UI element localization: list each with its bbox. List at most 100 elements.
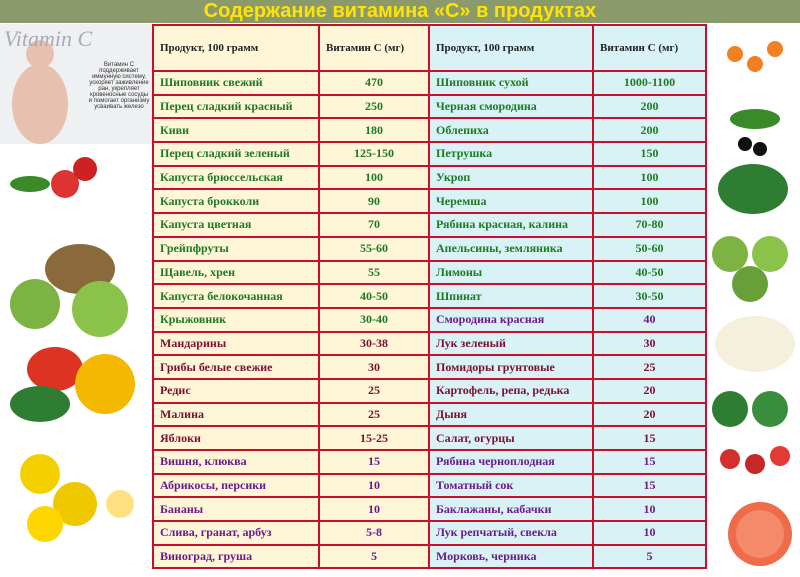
product-name: Редис (152, 377, 320, 404)
table-row: Грейпфруты 55-60 Апельсины, земляника 50-60 (152, 235, 707, 262)
vitamin-value: 40-50 (592, 259, 707, 286)
product-name: Грибы белые свежие (152, 354, 320, 380)
column-header: Витамин С (мг) (318, 24, 430, 72)
vitamin-value: 10 (318, 472, 430, 499)
table-row: Редис 25 Картофель, репа, редька 20 (152, 377, 707, 404)
table-row: Капуста белокочанная 40-50 Шпинат 30-50 (152, 283, 707, 309)
product-name: Капуста белокочанная (152, 283, 320, 309)
product-name: Помидоры грунтовые (428, 354, 594, 380)
vitamin-value: 30-40 (318, 306, 430, 333)
table-row: Бананы 10 Баклажаны, кабачки 10 (152, 496, 707, 523)
vitamin-value: 90 (318, 188, 430, 215)
vitamin-value: 10 (592, 496, 707, 523)
product-name: Яблоки (152, 425, 320, 451)
vitamin-value: 30 (318, 354, 430, 380)
vitamin-value: 15 (592, 449, 707, 475)
table-row: Виноград, груша 5 Морковь, черника 5 (152, 543, 707, 570)
table-row: Абрикосы, персики 10 Томатный сок 15 (152, 472, 707, 499)
vitamin-value: 100 (592, 188, 707, 215)
vitamin-value: 150 (592, 141, 707, 167)
logo: Vitamin C (4, 26, 93, 51)
product-name: Капуста брокколи (152, 188, 320, 215)
product-name: Вишня, клюква (152, 449, 320, 475)
vitamin-value: 125-150 (318, 141, 430, 167)
product-name: Черная смородина (428, 93, 594, 120)
product-name: Апельсины, земляника (428, 235, 594, 262)
vitamin-value: 40-50 (318, 283, 430, 309)
vitamin-value: 30-38 (318, 330, 430, 357)
vitamin-value: 200 (592, 117, 707, 144)
vitamin-value: 15 (318, 449, 430, 475)
vitamin-value: 470 (318, 70, 430, 96)
column-header: Продукт, 100 грамм (428, 24, 594, 72)
vitamin-value: 70-80 (592, 212, 707, 238)
product-name: Лимоны (428, 259, 594, 286)
product-name: Шиповник сухой (428, 70, 594, 96)
table-row: Капуста цветная 70 Рябина красная, калина 7… (152, 212, 707, 238)
product-name: Картофель, репа, редька (428, 377, 594, 404)
vitamin-value: 15-25 (318, 425, 430, 451)
column-header: Витамин С (мг) (592, 24, 707, 72)
table-row: Шиповник свежий 470 Шиповник сухой 1000-110… (152, 70, 707, 96)
product-name: Перец сладкий зеленый (152, 141, 320, 167)
product-name: Салат, огурцы (428, 425, 594, 451)
vitamin-value: 30 (592, 330, 707, 357)
vitamin-value: 50-60 (592, 235, 707, 262)
vitamin-value: 20 (592, 401, 707, 428)
table-row: Слива, гранат, арбуз 5-8 Лук репчатый, све… (152, 520, 707, 546)
table-row: Яблоки 15-25 Салат, огурцы 15 (152, 425, 707, 451)
vitamin-value: 1000-1100 (592, 70, 707, 96)
product-name: Лук зеленый (428, 330, 594, 357)
product-name: Капуста брюссельская (152, 164, 320, 191)
vitamin-value: 200 (592, 93, 707, 120)
product-name: Рябина красная, калина (428, 212, 594, 238)
vitamin-value: 250 (318, 93, 430, 120)
product-name: Рябина черноплодная (428, 449, 594, 475)
product-name: Лук репчатый, свекла (428, 520, 594, 546)
vitamin-value: 40 (592, 306, 707, 333)
vitamin-table: Продукт, 100 грамм Витамин С (мг) Продук… (152, 24, 707, 570)
header-row: Продукт, 100 грамм Витамин С (мг) Продук… (152, 24, 707, 72)
product-name: Щавель, хрен (152, 259, 320, 286)
product-name: Укроп (428, 164, 594, 191)
side-note: Витамин С поддерживает иммунную систему,… (88, 62, 150, 110)
product-name: Виноград, груша (152, 543, 320, 570)
vitamin-value: 5 (592, 543, 707, 570)
vitamin-value: 25 (318, 401, 430, 428)
vitamin-value: 25 (592, 354, 707, 380)
table-row: Перец сладкий красный 250 Черная смородина… (152, 93, 707, 120)
table-row: Крыжовник 30-40 Смородина красная 40 (152, 306, 707, 333)
product-name: Абрикосы, персики (152, 472, 320, 499)
product-name: Облепиха (428, 117, 594, 144)
table-row: Капуста брюссельская 100 Укроп 100 (152, 164, 707, 191)
product-name: Киви (152, 117, 320, 144)
product-name: Малина (152, 401, 320, 428)
table-row: Капуста брокколи 90 Черемша 100 (152, 188, 707, 215)
vitamin-value: 10 (318, 496, 430, 523)
product-name: Баклажаны, кабачки (428, 496, 594, 523)
product-name: Крыжовник (152, 306, 320, 333)
title: Содержание витамина «С» в продуктах (0, 0, 800, 23)
vitamin-value: 15 (592, 472, 707, 499)
product-name: Перец сладкий красный (152, 93, 320, 120)
right-pictures (712, 41, 795, 566)
vitamin-value: 5 (318, 543, 430, 570)
vitamin-value: 20 (592, 377, 707, 404)
product-name: Капуста цветная (152, 212, 320, 238)
product-name: Шпинат (428, 283, 594, 309)
product-name: Дыня (428, 401, 594, 428)
product-name: Черемша (428, 188, 594, 215)
table-row: Киви 180 Облепиха 200 (152, 117, 707, 144)
product-name: Шиповник свежий (152, 70, 320, 96)
vitamin-value: 15 (592, 425, 707, 451)
table-row: Мандарины 30-38 Лук зеленый 30 (152, 330, 707, 357)
vitamin-value: 180 (318, 117, 430, 144)
product-name: Мандарины (152, 330, 320, 357)
table-row: Вишня, клюква 15 Рябина черноплодная 15 (152, 449, 707, 475)
vitamin-value: 25 (318, 377, 430, 404)
vitamin-value: 100 (592, 164, 707, 191)
vitamin-value: 5-8 (318, 520, 430, 546)
vitamin-value: 10 (592, 520, 707, 546)
product-name: Слива, гранат, арбуз (152, 520, 320, 546)
